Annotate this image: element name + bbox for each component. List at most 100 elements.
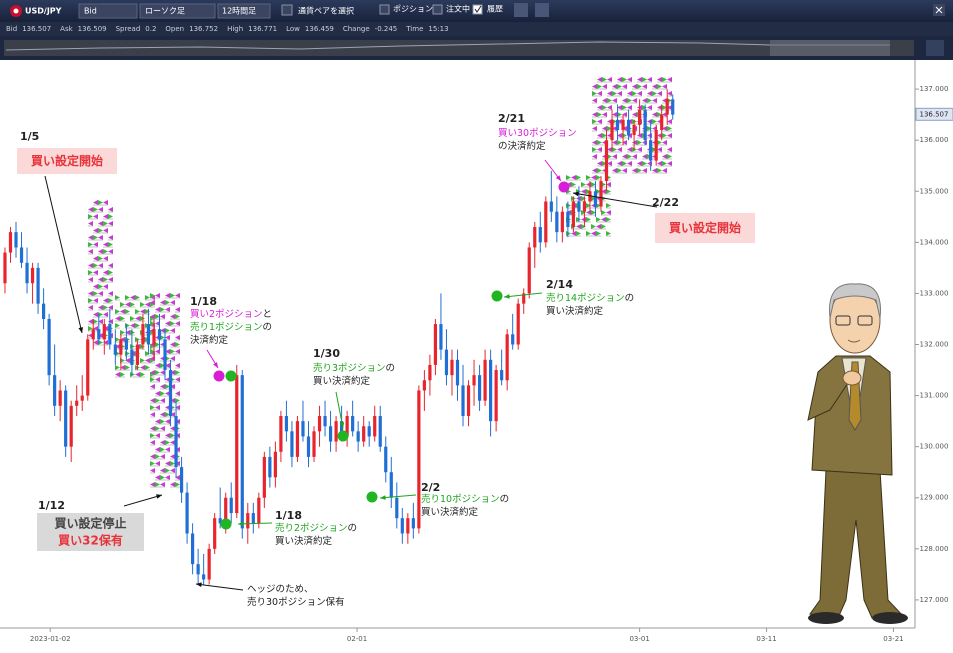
checkbox[interactable]: [432, 4, 443, 15]
character-illustration: [807, 283, 908, 624]
quote-value: 0.2: [145, 25, 156, 33]
order-flag: [165, 328, 170, 333]
order-flag: [647, 98, 652, 103]
candle-body: [340, 421, 344, 437]
order-flag: [103, 305, 108, 310]
pair-checkbox[interactable]: [281, 4, 293, 16]
order-flag: [98, 291, 103, 296]
order-flag: [642, 105, 647, 110]
chart-type-select[interactable]: [139, 3, 216, 19]
candle-body: [3, 252, 7, 284]
order-flag: [607, 98, 612, 103]
candle-body: [494, 370, 498, 422]
order-flag: [120, 302, 125, 307]
annotation-run: 売り2ポジション: [275, 522, 348, 534]
annotation-run: 売り10ポジション: [421, 493, 500, 505]
order-flag: [120, 330, 125, 335]
order-flag: [160, 398, 165, 403]
order-flag: [612, 112, 617, 117]
zoom-button[interactable]: [926, 40, 944, 56]
order-flag: [155, 482, 160, 487]
order-flag: [175, 293, 180, 298]
order-flag: [120, 337, 125, 342]
order-flag: [170, 398, 175, 403]
order-flag: [170, 300, 175, 305]
period-select[interactable]: [217, 3, 271, 19]
order-flag: [93, 291, 98, 296]
order-flag: [160, 307, 165, 312]
order-flag: [98, 256, 103, 261]
order-flag: [135, 295, 140, 300]
checkbox-checked[interactable]: [472, 4, 483, 15]
candle-body: [185, 492, 189, 534]
checkbox[interactable]: [379, 4, 390, 15]
order-flag: [150, 316, 155, 321]
order-flag: [130, 295, 135, 300]
order-flag: [652, 119, 657, 124]
candle-body: [472, 375, 476, 386]
order-flag: [592, 147, 597, 152]
price-type-select[interactable]: [78, 3, 138, 19]
order-flag: [88, 270, 93, 275]
candle-body: [505, 334, 509, 381]
quote-label: Low: [286, 25, 300, 33]
order-flag: [657, 147, 662, 152]
order-flag: [667, 133, 672, 138]
candle-body: [257, 497, 261, 524]
order-flag: [606, 210, 611, 215]
order-flag: [597, 105, 602, 110]
tool-button[interactable]: [535, 3, 549, 17]
order-flag: [150, 426, 155, 431]
order-flag: [175, 475, 180, 480]
candle-body: [538, 227, 542, 243]
candle-body: [124, 339, 128, 350]
order-flag: [175, 370, 180, 375]
order-flag: [125, 323, 130, 328]
order-flag: [612, 140, 617, 145]
navigator[interactable]: [4, 40, 914, 56]
order-flag: [566, 203, 571, 208]
order-flag: [602, 112, 607, 117]
candle-body: [461, 385, 465, 417]
order-flag: [88, 221, 93, 226]
order-flag: [591, 231, 596, 236]
candle-body: [571, 201, 575, 228]
arrow-head: [555, 175, 561, 181]
order-flag: [596, 189, 601, 194]
y-tick-label: 137.000: [920, 85, 949, 93]
order-flag: [642, 168, 647, 173]
order-flag: [647, 119, 652, 124]
order-flag: [592, 154, 597, 159]
order-flag: [145, 309, 150, 314]
annotation-text: 買い決済約定: [546, 305, 604, 317]
order-flag: [165, 412, 170, 417]
order-flag: [662, 140, 667, 145]
order-flag: [155, 433, 160, 438]
pair-select[interactable]: 通貨ペアを選択: [298, 6, 354, 16]
order-flag: [591, 182, 596, 187]
order-flag: [581, 210, 586, 215]
navigator-window[interactable]: [770, 40, 890, 56]
order-flag: [160, 300, 165, 305]
order-flag: [627, 161, 632, 166]
order-flag: [160, 468, 165, 473]
order-flag: [88, 263, 93, 268]
order-flag: [601, 217, 606, 222]
order-flag: [612, 154, 617, 159]
tool-button[interactable]: [514, 3, 528, 17]
order-flag: [571, 175, 576, 180]
order-flag: [606, 231, 611, 236]
order-flag: [617, 161, 622, 166]
candle-body: [560, 211, 564, 233]
order-flag: [150, 377, 155, 382]
quote-label: Spread: [116, 25, 141, 33]
candle-body: [643, 109, 647, 141]
order-flag: [145, 295, 150, 300]
order-flag: [150, 300, 155, 305]
order-flag: [602, 133, 607, 138]
order-flag: [98, 284, 103, 289]
order-flag: [170, 321, 175, 326]
candle-body: [378, 416, 382, 447]
order-flag: [93, 326, 98, 331]
y-tick-label: 131.000: [920, 392, 949, 400]
